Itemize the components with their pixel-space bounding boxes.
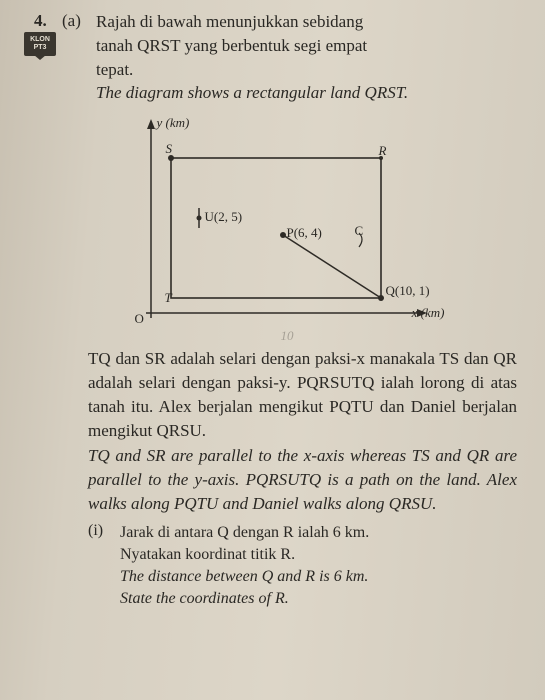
klon-badge: KLON PT3 [24, 32, 56, 56]
ghost-10: 10 [281, 328, 294, 344]
page: KLON PT3 4. (a) Rajah di bawah menunjukk… [0, 0, 545, 700]
diagram: y (km) x (km) O S R T U(2, 5) P(6, 4) C … [111, 113, 441, 343]
point-u [196, 216, 201, 221]
diagram-svg [111, 113, 441, 343]
question-text: Rajah di bawah menunjukkan sebidang tana… [96, 10, 408, 105]
y-axis-arrow [147, 119, 155, 129]
question-part: (a) [62, 10, 88, 33]
q-my-2: tanah QRST yang berbentuk segi empat [96, 36, 367, 55]
x-axis-label: x (km) [412, 305, 445, 321]
question-number: 4. [34, 10, 54, 33]
line-pq [283, 235, 381, 298]
q-my-3: tepat. [96, 60, 133, 79]
y-axis-label: y (km) [157, 115, 190, 131]
r-label: R [379, 143, 387, 159]
sub-my-1: Jarak di antara Q dengan R ialah 6 km. [120, 524, 369, 541]
p-label: P(6, 4) [287, 225, 322, 241]
badge-notch [34, 55, 46, 60]
sub-my-2: Nyatakan koordinat titik R. [120, 546, 295, 563]
q-en: The diagram shows a rectangular land QRS… [96, 83, 408, 102]
badge-line1: KLON [24, 36, 56, 44]
sub-text: Jarak di antara Q dengan R ialah 6 km. N… [120, 522, 369, 610]
t-label: T [165, 290, 172, 306]
s-label: S [166, 141, 173, 157]
q-label: Q(10, 1) [386, 283, 430, 299]
question-header: 4. (a) Rajah di bawah menunjukkan sebida… [34, 10, 517, 105]
sub-en-2: State the coordinates of R. [120, 590, 289, 607]
body-my: TQ dan SR adalah selari dengan paksi-x m… [88, 347, 517, 442]
sub-question-i: (i) Jarak di antara Q dengan R ialah 6 k… [88, 522, 517, 610]
q-my-1: Rajah di bawah menunjukkan sebidang [96, 12, 363, 31]
roman-i: (i) [88, 522, 112, 610]
body-en: TQ and SR are parallel to the x-axis whe… [88, 444, 517, 515]
badge-line2: PT3 [24, 44, 56, 52]
sub-en-1: The distance between Q and R is 6 km. [120, 568, 368, 585]
c-notch-label: C [355, 223, 364, 239]
origin-label: O [135, 311, 144, 327]
u-label: U(2, 5) [205, 209, 243, 225]
